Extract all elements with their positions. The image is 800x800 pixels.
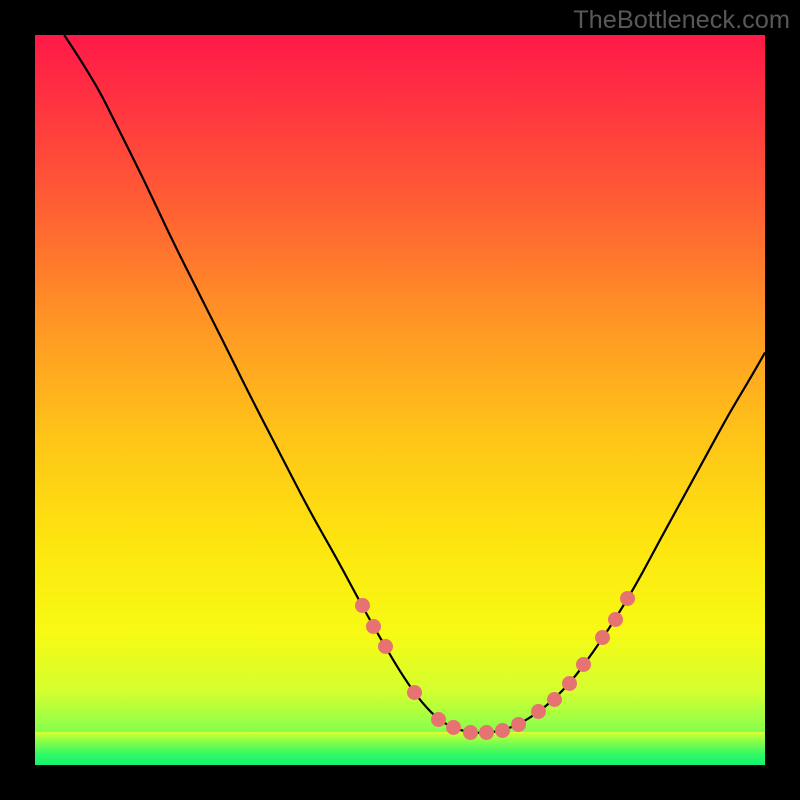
plot-area (35, 35, 765, 765)
curve-marker (407, 685, 422, 700)
watermark-text: TheBottleneck.com (573, 6, 790, 35)
curve-marker (463, 725, 478, 740)
curve-marker (608, 612, 623, 627)
curve-layer (35, 35, 765, 765)
bottleneck-curve (64, 35, 765, 733)
curve-marker (562, 676, 577, 691)
curve-marker (479, 725, 494, 740)
curve-marker (366, 619, 381, 634)
curve-marker (355, 598, 370, 613)
curve-marker (446, 720, 461, 735)
curve-marker (495, 723, 510, 738)
curve-marker (547, 692, 562, 707)
chart-stage: TheBottleneck.com (0, 0, 800, 800)
